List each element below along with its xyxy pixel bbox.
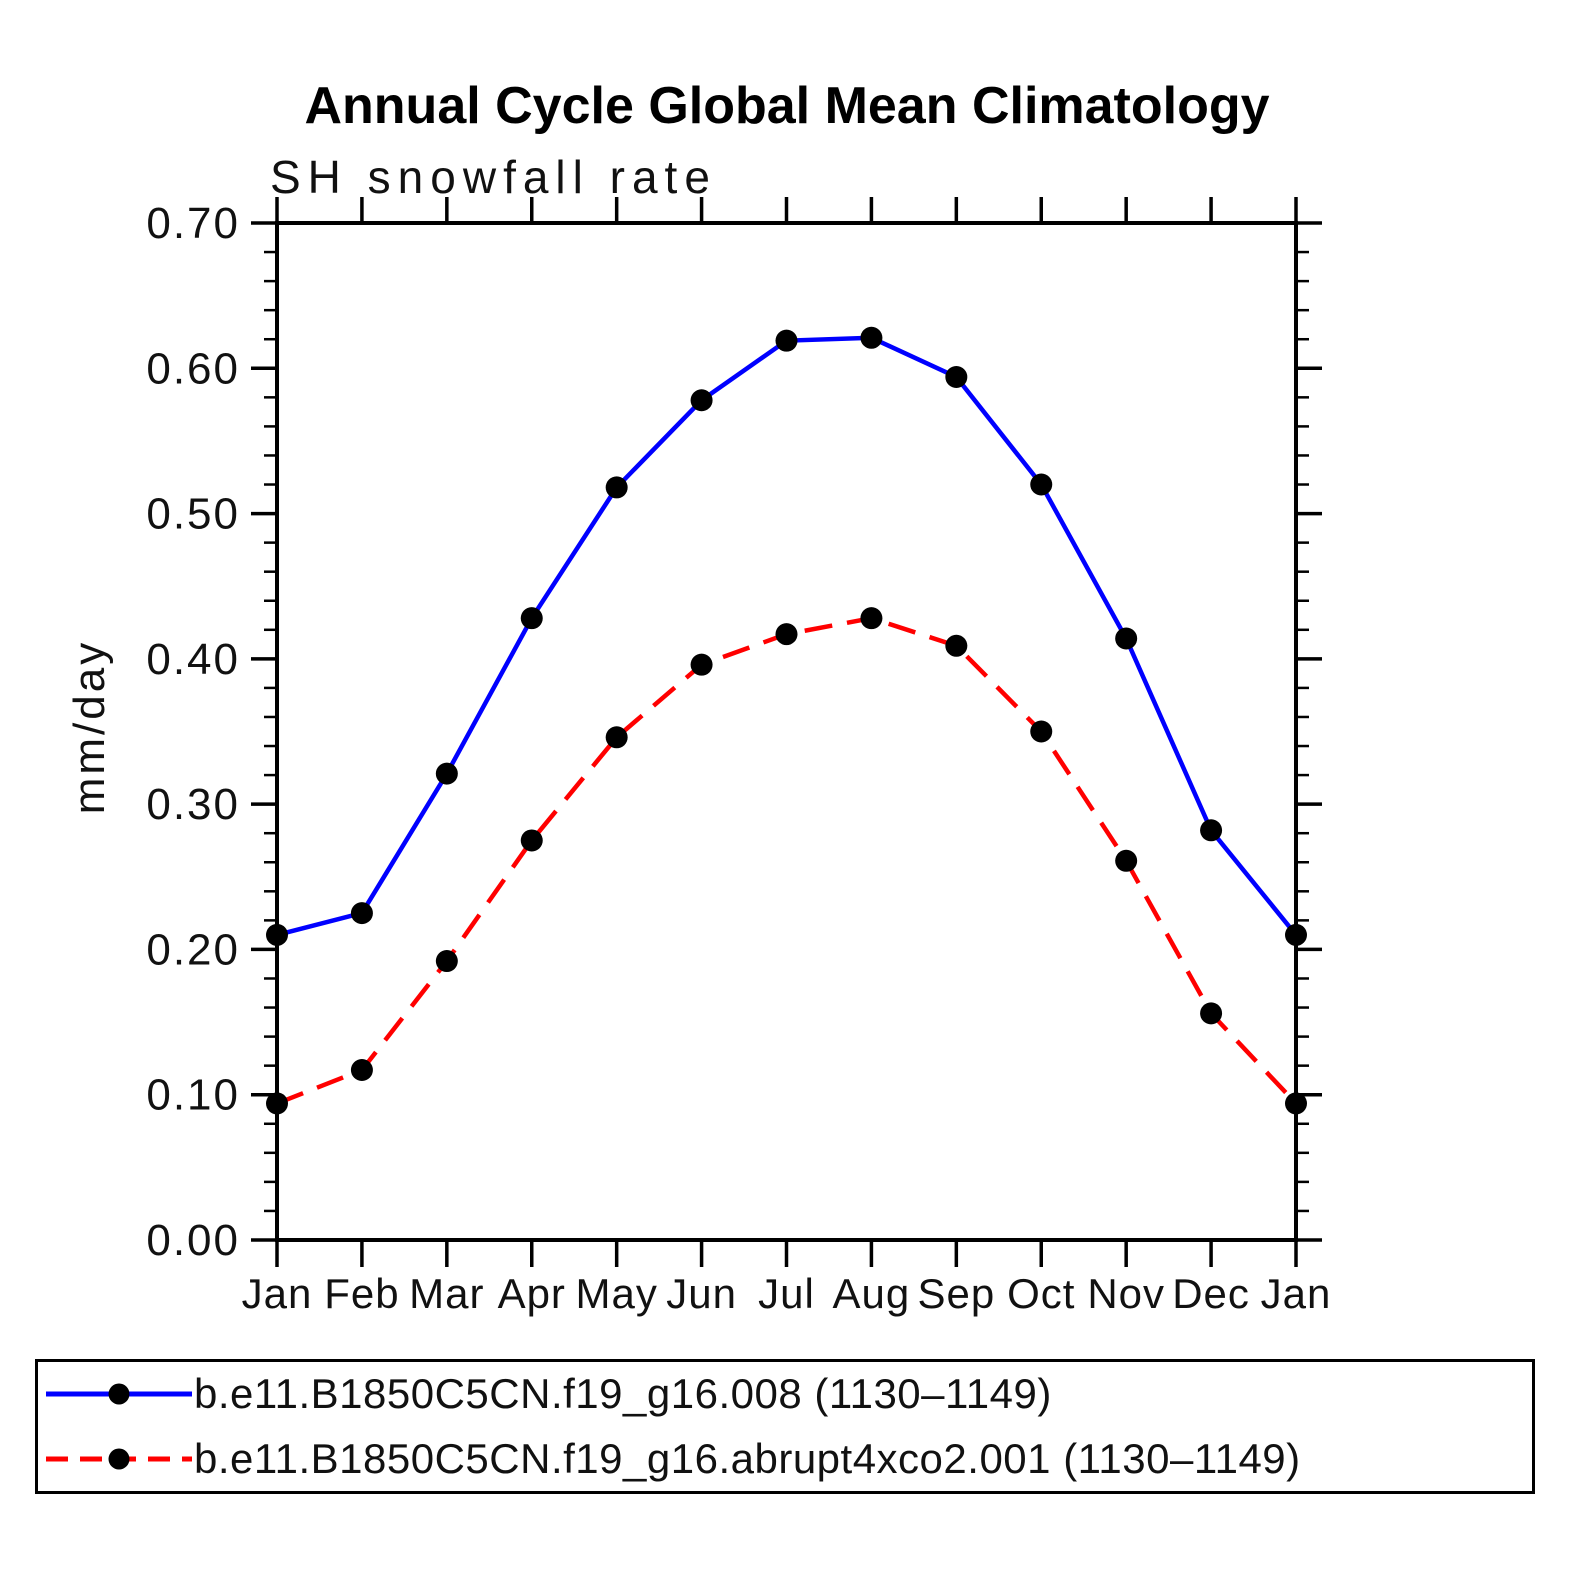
data-point-marker: [435, 762, 458, 785]
x-axis-tick-label: Oct: [1007, 1270, 1075, 1317]
data-point-marker: [1285, 1092, 1307, 1115]
y-axis-tick-label: 0.10: [146, 1071, 240, 1120]
chart-subtitle: SH snowfall rate: [270, 151, 717, 203]
data-point-marker: [350, 902, 373, 925]
y-axis-tick-label: 0.60: [146, 344, 240, 393]
x-axis-tick-label: Mar: [409, 1270, 484, 1317]
data-point-marker: [435, 950, 458, 973]
y-axis-tick-label: 0.20: [146, 925, 240, 974]
y-axis-tick-label: 0.30: [146, 780, 240, 829]
x-axis-tick-label: Jul: [758, 1270, 815, 1317]
data-point-marker: [945, 634, 968, 657]
x-axis-tick-label: May: [575, 1270, 657, 1317]
x-axis-tick-label: Jun: [666, 1270, 737, 1317]
y-axis-tick-label: 0.40: [146, 635, 240, 684]
data-point-marker: [690, 653, 713, 676]
data-point-marker: [1115, 627, 1138, 650]
data-point-marker: [775, 329, 798, 352]
legend-swatch-solid-line-icon: [46, 1383, 192, 1405]
series-markers-0: [266, 326, 1307, 946]
data-point-marker: [945, 366, 968, 389]
data-point-marker: [605, 726, 628, 749]
x-axis-tick-label: Dec: [1172, 1270, 1250, 1317]
y-axis-tick-label: 0.00: [146, 1216, 240, 1265]
data-point-marker: [520, 829, 543, 852]
legend-label: b.e11.B1850C5CN.f19_g16.abrupt4xco2.001 …: [194, 1434, 1301, 1482]
data-point-marker: [1030, 473, 1053, 496]
data-point-marker: [266, 923, 288, 946]
data-point-marker: [690, 389, 713, 412]
data-point-marker: [1030, 720, 1053, 743]
x-axis-tick-label: Sep: [917, 1270, 995, 1317]
x-axis-tick-label: Jan: [242, 1270, 313, 1317]
data-point-marker: [1200, 819, 1223, 842]
data-point-marker: [1200, 1002, 1223, 1025]
legend-item-control-run: b.e11.B1850C5CN.f19_g16.008 (1130–1149): [38, 1363, 1532, 1425]
data-point-marker: [1285, 923, 1307, 946]
data-point-marker: [350, 1059, 373, 1082]
series-markers-1: [266, 607, 1307, 1115]
data-point-marker: [775, 623, 798, 646]
data-point-marker: [860, 607, 883, 630]
legend: b.e11.B1850C5CN.f19_g16.008 (1130–1149) …: [35, 1359, 1535, 1494]
data-point-marker: [860, 326, 883, 349]
x-axis-tick-label: Apr: [498, 1270, 566, 1317]
x-axis-tick-label: Jan: [1261, 1270, 1332, 1317]
legend-swatch-dashed-line-icon: [46, 1448, 192, 1470]
x-axis-tick-label: Aug: [833, 1270, 911, 1317]
plot-frame: [275, 221, 1298, 1242]
legend-label: b.e11.B1850C5CN.f19_g16.008 (1130–1149): [194, 1370, 1052, 1418]
data-point-marker: [605, 476, 628, 499]
x-axis-tick-label: Nov: [1087, 1270, 1165, 1317]
chart-title: Annual Cycle Global Mean Climatology: [304, 77, 1270, 135]
y-axis-tick-label: 0.50: [146, 490, 240, 539]
data-point-marker: [266, 1092, 288, 1115]
series-line-1: [276, 615, 1298, 1106]
x-axis-tick-label: Feb: [324, 1270, 399, 1317]
y-axis-tick-label: 0.70: [146, 199, 240, 248]
axes: [251, 197, 1322, 1267]
data-point-marker: [1115, 849, 1138, 872]
legend-item-abrupt4xco2-run: b.e11.B1850C5CN.f19_g16.abrupt4xco2.001 …: [38, 1428, 1532, 1490]
data-point-marker: [520, 607, 543, 630]
